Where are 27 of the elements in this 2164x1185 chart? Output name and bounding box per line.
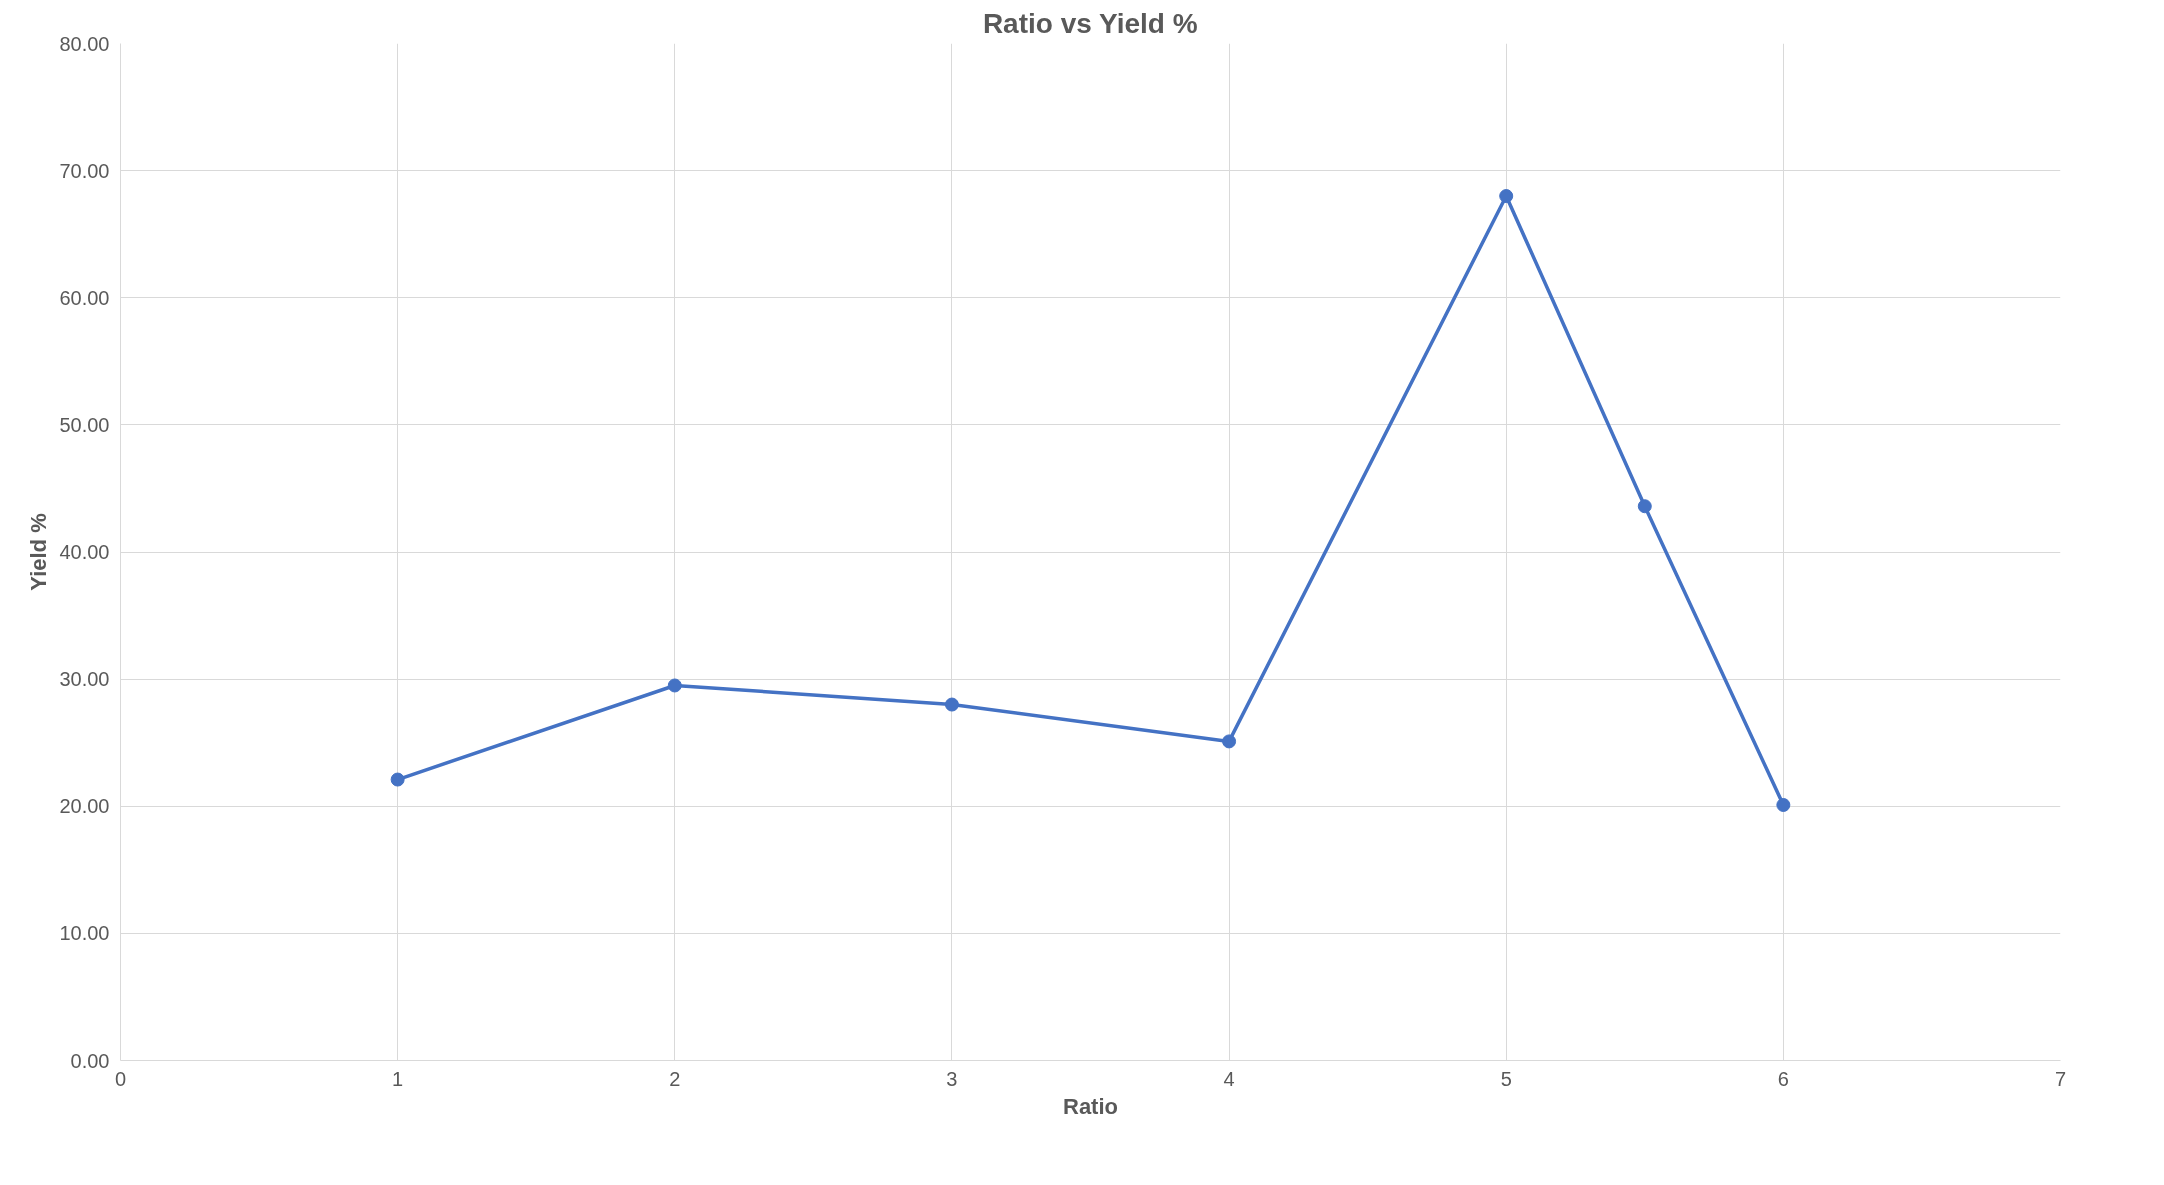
x-tick-label: 7: [2054, 1067, 2067, 1090]
point: [390, 772, 405, 787]
y-tick-label: 50.00: [59, 413, 110, 436]
x-axis-title: Ratio: [1063, 1093, 1118, 1119]
point: [667, 678, 682, 693]
point: [1776, 797, 1791, 812]
y-tick-label: 10.00: [59, 922, 110, 945]
x-tick-label: 2: [669, 1067, 681, 1090]
y-axis-title: Yield %: [26, 513, 52, 591]
y-tick-label: 40.00: [59, 541, 110, 563]
point: [944, 697, 959, 712]
x-tick-label: 5: [1500, 1067, 1512, 1090]
chart-title: Ratio vs Yield %: [982, 7, 1198, 39]
y-tick-label: 30.00: [59, 668, 110, 691]
point: [1499, 189, 1514, 204]
y-tick-label: 80.00: [59, 32, 110, 55]
x-tick-label: 3: [946, 1067, 958, 1090]
x-tick-label: 6: [1777, 1067, 1789, 1090]
x-tick-label: 1: [392, 1067, 404, 1090]
x-tick-label: 0: [114, 1067, 127, 1090]
point: [1222, 734, 1237, 749]
y-tick-label: 60.00: [59, 286, 110, 309]
x-tick-label: 4: [1223, 1067, 1235, 1090]
point: [1637, 499, 1652, 514]
y-tick-label: 0.00: [70, 1049, 110, 1072]
y-tick-label: 20.00: [59, 795, 110, 818]
y-tick-label: 70.00: [59, 159, 110, 182]
